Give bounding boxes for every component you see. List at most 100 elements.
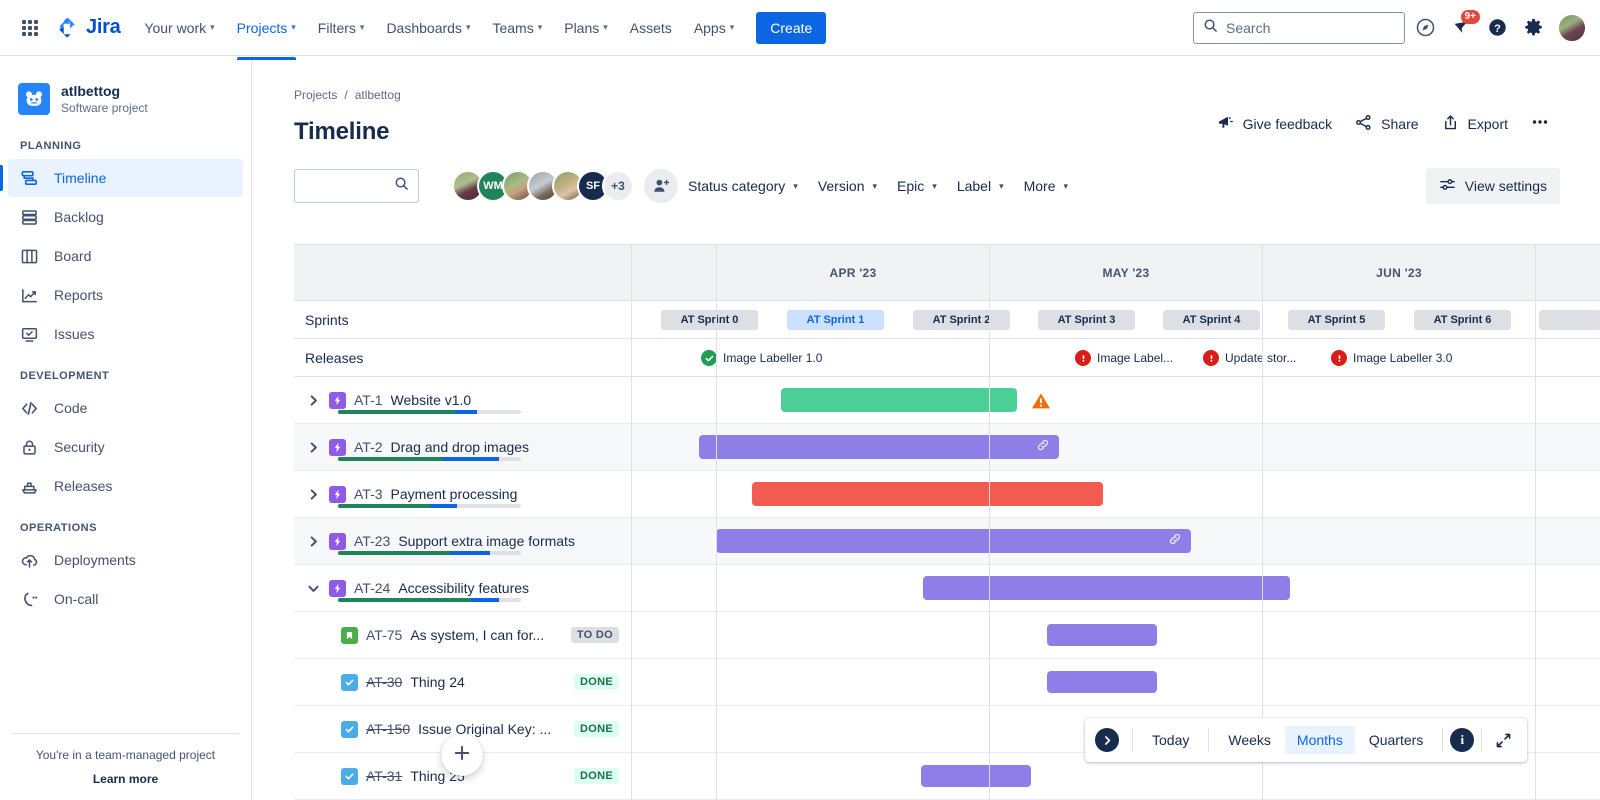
sidebar-item-deployments[interactable]: Deployments	[8, 541, 243, 579]
more-actions-button[interactable]	[1520, 106, 1560, 141]
expand-chevron-right-icon[interactable]	[305, 533, 321, 549]
issue-summary[interactable]: Drag and drop images	[390, 439, 530, 455]
issue-summary[interactable]: Accessibility features	[398, 580, 530, 596]
sidebar-item-code[interactable]: Code	[8, 389, 243, 427]
compass-icon[interactable]	[1409, 12, 1441, 44]
nav-teams[interactable]: Teams ▾	[482, 13, 552, 43]
global-search-input[interactable]: Search	[1193, 11, 1405, 44]
issue-summary[interactable]: Website v1.0	[390, 392, 472, 408]
issue-key[interactable]: AT-75	[366, 627, 403, 643]
timeline-bar[interactable]	[1047, 624, 1157, 646]
today-button[interactable]: Today	[1152, 732, 1190, 748]
sidebar-item-reports[interactable]: Reports	[8, 276, 243, 314]
nav-your-work[interactable]: Your work ▾	[134, 13, 224, 43]
project-header[interactable]: atlbettog Software project	[0, 56, 251, 124]
info-icon[interactable]: i	[1450, 728, 1475, 752]
sidebar-item-timeline[interactable]: Timeline	[0, 159, 243, 197]
issue-summary[interactable]: Issue Original Key: ...	[418, 721, 552, 737]
dependency-link-icon[interactable]	[1036, 438, 1050, 457]
add-person-icon[interactable]	[644, 169, 678, 203]
release-marker[interactable]: Image Labeller 1.0	[701, 348, 822, 368]
user-avatar[interactable]	[1558, 13, 1586, 42]
issue-key[interactable]: AT-1	[354, 392, 383, 408]
nav-plans[interactable]: Plans ▾	[554, 13, 618, 43]
release-marker[interactable]: Image Labeller 3.0	[1331, 348, 1452, 368]
issue-summary[interactable]: Thing 24	[410, 674, 465, 690]
expand-chevron-right-icon[interactable]	[305, 439, 321, 455]
breadcrumb-projects[interactable]: Projects	[294, 88, 338, 102]
share-button[interactable]: Share	[1344, 107, 1428, 141]
sidebar-item-board[interactable]: Board	[8, 237, 243, 275]
sidebar-item-releases[interactable]: Releases	[8, 467, 243, 505]
export-button[interactable]: Export	[1431, 107, 1518, 141]
table-row[interactable]: AT-3 Payment processing	[294, 471, 1600, 518]
nav-projects[interactable]: Projects ▾	[227, 13, 306, 60]
expand-diagonal-icon[interactable]	[1489, 726, 1517, 754]
avatar-overflow-count[interactable]: +3	[602, 170, 634, 202]
view-settings-button[interactable]: View settings	[1425, 168, 1560, 204]
settings-gear-icon[interactable]	[1517, 12, 1549, 44]
add-issue-fab[interactable]	[441, 734, 483, 776]
sidebar-item-issues[interactable]: Issues	[8, 315, 243, 353]
timeline-search-input[interactable]	[294, 169, 419, 203]
sidebar-item-security[interactable]: Security	[8, 428, 243, 466]
timeline-bar[interactable]	[716, 529, 1191, 553]
table-row[interactable]: AT-23 Support extra image formats	[294, 518, 1600, 565]
filter-status-category[interactable]: Status category ▾	[678, 171, 808, 201]
nav-apps[interactable]: Apps ▾	[684, 13, 744, 43]
filter-epic[interactable]: Epic ▾	[887, 171, 947, 201]
sidebar-item-on-call[interactable]: On-call	[8, 580, 243, 618]
table-row[interactable]: AT-75 As system, I can for... TO DO	[294, 612, 1600, 659]
table-row[interactable]: AT-1 Website v1.0	[294, 377, 1600, 424]
sidebar-item-backlog[interactable]: Backlog	[8, 198, 243, 236]
zoom-months-button[interactable]: Months	[1284, 726, 1355, 754]
sprint-chip[interactable]: AT Sprint 6	[1414, 310, 1511, 330]
nav-filters[interactable]: Filters ▾	[308, 13, 375, 43]
filter-more[interactable]: More ▾	[1014, 171, 1078, 201]
dependency-link-icon[interactable]	[1168, 532, 1182, 551]
release-marker[interactable]: Update stor...	[1203, 348, 1296, 368]
zoom-quarters-button[interactable]: Quarters	[1368, 732, 1424, 748]
chevron-right-circle-icon[interactable]	[1095, 728, 1119, 752]
issue-key[interactable]: AT-2	[354, 439, 383, 455]
expand-chevron-right-icon[interactable]	[305, 486, 321, 502]
sprint-chip[interactable]: AT Sprint 4	[1163, 310, 1260, 330]
app-switcher-icon[interactable]	[14, 12, 46, 44]
issue-summary[interactable]: As system, I can for...	[410, 627, 545, 643]
notifications-bell-icon[interactable]: 9+	[1445, 9, 1480, 44]
table-row[interactable]: AT-2 Drag and drop images	[294, 424, 1600, 471]
table-row[interactable]: AT-30 Thing 24 DONE	[294, 659, 1600, 706]
issue-key[interactable]: AT-150	[366, 721, 411, 737]
timeline-bar[interactable]	[923, 576, 1290, 600]
create-button[interactable]: Create	[756, 11, 827, 44]
release-marker[interactable]: Image Label...	[1075, 348, 1173, 368]
warning-icon[interactable]	[1031, 391, 1051, 416]
help-icon[interactable]: ?	[1481, 12, 1513, 44]
issue-summary[interactable]: Payment processing	[390, 486, 518, 502]
sprint-chip-current[interactable]: AT Sprint 1	[787, 310, 884, 330]
timeline-bar[interactable]	[699, 435, 1059, 459]
issue-summary[interactable]: Support extra image formats	[398, 533, 575, 549]
filter-version[interactable]: Version ▾	[808, 171, 887, 201]
timeline-bar[interactable]	[921, 765, 1031, 787]
filter-label[interactable]: Label ▾	[947, 171, 1014, 201]
issue-key[interactable]: AT-24	[354, 580, 391, 596]
issue-key[interactable]: AT-3	[354, 486, 383, 502]
issue-key[interactable]: AT-23	[354, 533, 391, 549]
issue-key[interactable]: AT-31	[366, 768, 403, 784]
timeline-bar[interactable]	[752, 482, 1103, 506]
collapse-chevron-down-icon[interactable]	[305, 580, 321, 596]
table-row[interactable]: AT-24 Accessibility features	[294, 565, 1600, 612]
sprint-chip[interactable]: AT Sprint 2	[913, 310, 1010, 330]
zoom-weeks-button[interactable]: Weeks	[1228, 732, 1271, 748]
timeline-bar[interactable]	[1047, 671, 1157, 693]
sprint-chip[interactable]: AT Sprint 3	[1038, 310, 1135, 330]
nav-assets[interactable]: Assets	[620, 13, 682, 43]
give-feedback-button[interactable]: Give feedback	[1206, 107, 1343, 141]
sprint-chip[interactable]: AT Sprint 0	[661, 310, 758, 330]
issue-key[interactable]: AT-30	[366, 674, 403, 690]
sprint-chip[interactable]: AT Sprint 5	[1288, 310, 1385, 330]
learn-more-link[interactable]: Learn more	[92, 772, 159, 786]
timeline-bar[interactable]	[781, 388, 1017, 412]
expand-chevron-right-icon[interactable]	[305, 392, 321, 408]
